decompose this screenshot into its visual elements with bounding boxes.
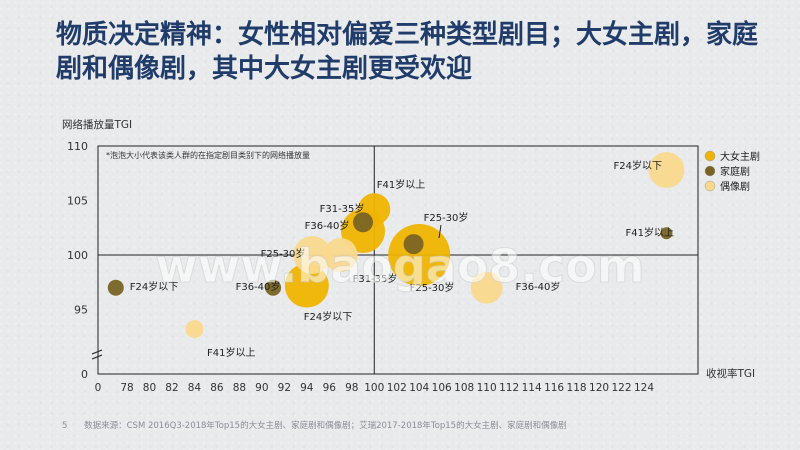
bubble-label: F31-35岁 xyxy=(320,202,365,215)
bubble-label: F25-30岁 xyxy=(261,247,306,260)
footer: 5 数据来源：CSM 2016Q3-2018年Top15的大女主剧、家庭剧和偶像… xyxy=(62,419,567,431)
page-title: 物质决定精神：女性相对偏爱三种类型剧目；大女主剧，家庭剧和偶像剧，其中大女主剧更… xyxy=(56,20,759,84)
legend-marker xyxy=(704,165,716,177)
legend-label: 家庭剧 xyxy=(720,165,750,178)
x-tick-label: 118 xyxy=(567,382,587,394)
data-bubble xyxy=(648,151,685,188)
bubble-label: F36-40岁 xyxy=(236,280,281,293)
chart-note: *泡泡大小代表该类人群的在指定剧目类别下的网络播放量 xyxy=(106,150,310,160)
x-tick-label: 86 xyxy=(210,382,224,394)
y-tick-label: 95 xyxy=(74,304,88,317)
watermark: www.baogao8.com xyxy=(155,239,644,293)
y-tick-label: 0 xyxy=(81,368,88,381)
x-tick-label: 92 xyxy=(278,382,291,394)
x-tick-label: 112 xyxy=(499,382,519,394)
y-tick-label: 105 xyxy=(67,195,88,208)
bubble-label: F36-40岁 xyxy=(516,280,561,293)
bubble-label: F24岁以下 xyxy=(130,280,178,293)
bubble-label: F24岁以下 xyxy=(304,310,352,323)
leader-line xyxy=(438,224,442,239)
x-tick-label: 96 xyxy=(323,382,337,394)
page-number: 5 xyxy=(62,421,68,431)
axis-break-mark xyxy=(91,354,103,360)
data-bubble xyxy=(107,279,124,296)
legend-label: 偶像剧 xyxy=(720,180,750,193)
bubble-label: F24岁以下 xyxy=(614,159,662,172)
bubble-label: F36-40岁 xyxy=(305,219,350,232)
data-bubble xyxy=(470,271,503,304)
data-bubble xyxy=(265,279,282,296)
x-tick-label: 120 xyxy=(589,382,609,394)
axis-break-mark xyxy=(91,349,103,355)
legend-label: 大女主剧 xyxy=(720,150,760,163)
data-source: 数据来源：CSM 2016Q3-2018年Top15的大女主剧、家庭剧和偶像剧；… xyxy=(84,421,567,431)
x-tick-label: 100 xyxy=(364,382,384,394)
x-axis-label: 收视率TGI xyxy=(706,367,755,380)
x-tick-label: 90 xyxy=(255,382,268,394)
plot-frame xyxy=(97,145,699,375)
x-tick-label: 102 xyxy=(387,382,407,394)
x-tick-label: 106 xyxy=(432,382,452,394)
x-tick-label: 124 xyxy=(634,382,654,394)
bubble-label: F25-30岁 xyxy=(410,281,455,294)
x-tick-label: 110 xyxy=(477,382,497,394)
x-tick-label: 82 xyxy=(165,382,178,394)
bubble-label: F41岁以上 xyxy=(207,346,255,359)
y-tick-label: 110 xyxy=(67,140,88,153)
data-bubble xyxy=(353,212,374,233)
bubble-label: F25-30岁 xyxy=(424,211,469,224)
x-tick-label: 104 xyxy=(409,382,429,394)
x-tick-label: 122 xyxy=(611,382,631,394)
data-bubble xyxy=(185,320,204,339)
y-tick-label: 100 xyxy=(67,249,88,262)
x-tick-label: 114 xyxy=(522,382,542,394)
x-tick-label: 116 xyxy=(544,382,564,394)
data-bubble xyxy=(284,263,329,308)
x-tick-label: 80 xyxy=(143,382,156,394)
data-bubble xyxy=(660,227,673,240)
x-tick-label: 84 xyxy=(188,382,202,394)
data-bubble xyxy=(388,224,451,286)
y-axis-label: 网络播放量TGI xyxy=(62,118,132,131)
x-tick-label: 94 xyxy=(300,382,314,394)
bubble-label: F41岁以上 xyxy=(626,226,674,239)
legend-marker xyxy=(704,180,716,192)
x-tick-label: 78 xyxy=(120,382,133,394)
x-tick-label: 98 xyxy=(345,382,358,394)
x-tick-label: 88 xyxy=(233,382,246,394)
legend-marker xyxy=(704,150,716,162)
bubble-label: F31-35岁 xyxy=(353,272,398,285)
bubble-label: F41岁以上 xyxy=(377,178,425,191)
x-tick-label: 0 xyxy=(95,382,102,394)
x-tick-label: 108 xyxy=(454,382,474,394)
data-bubble xyxy=(323,238,358,272)
data-bubble xyxy=(293,236,332,274)
data-bubble xyxy=(403,234,424,255)
